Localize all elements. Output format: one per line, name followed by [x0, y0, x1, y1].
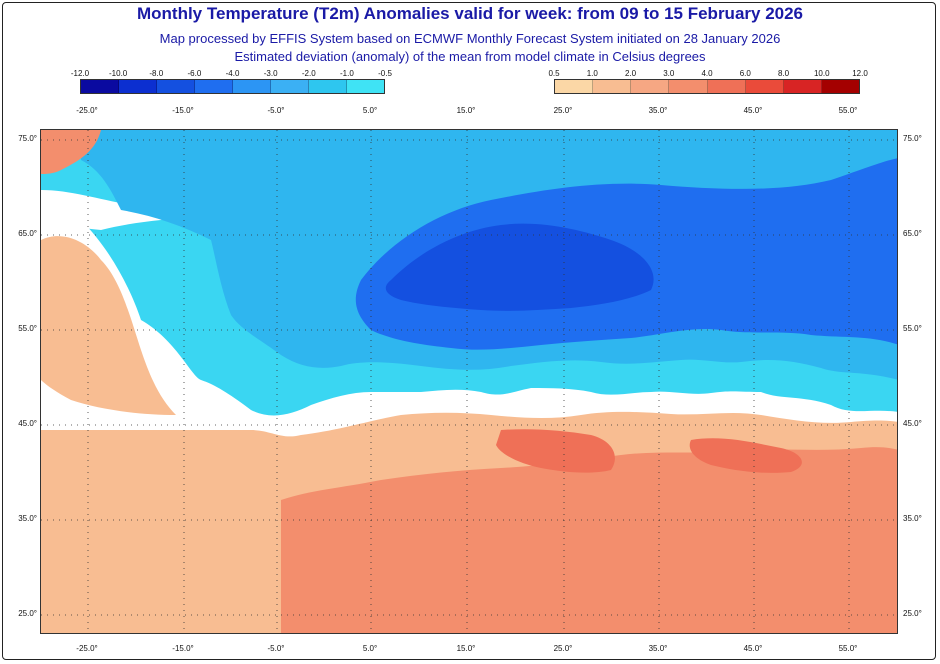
latitude-label: 45.0° [18, 419, 37, 428]
colorbar-warm-tick-label: 4.0 [701, 69, 713, 78]
longitude-label: 25.0° [553, 644, 573, 653]
longitude-label: 45.0° [743, 644, 763, 653]
colorbar-cold-swatch [195, 80, 233, 93]
longitude-label: 55.0° [838, 106, 858, 115]
colorbar-cold-tick-label: -4.0 [225, 69, 240, 78]
longitude-label: 15.0° [456, 644, 476, 653]
colorbar-warm-tick-label: 6.0 [739, 69, 751, 78]
colorbar-warm-tick-label: 0.5 [548, 69, 560, 78]
longitude-label: 15.0° [456, 106, 476, 115]
colorbar-warm-swatch [783, 80, 822, 93]
longitude-label: -25.0° [76, 644, 98, 653]
anomaly-map [40, 129, 898, 634]
longitude-label: -5.0° [267, 106, 285, 115]
colorbar-cold-tick-label: -12.0 [70, 69, 90, 78]
colorbar-warm: 0.5 1.0 2.0 3.0 4.0 6.0 8.0 10.0 12.0 [548, 69, 868, 103]
colorbar-warm-swatch [669, 80, 708, 93]
colorbar-cold-swatch [119, 80, 157, 93]
colorbar-cold-swatch [347, 80, 384, 93]
anomaly-region-warm-atlantic [41, 236, 176, 415]
latitude-label: 25.0° [18, 609, 37, 618]
longitude-label: -5.0° [267, 644, 285, 653]
latitude-label: 65.0° [903, 229, 922, 238]
colorbar-warm-swatch [707, 80, 746, 93]
colorbar-warm-tick-label: 2.0 [624, 69, 637, 78]
latitude-label: 75.0° [903, 134, 922, 143]
longitude-label: -25.0° [76, 106, 98, 115]
longitude-label: 45.0° [743, 106, 763, 115]
longitude-label: 35.0° [648, 106, 668, 115]
map-title: Monthly Temperature (T2m) Anomalies vali… [136, 4, 804, 23]
colorbar-cold-tick-label: -8.0 [149, 69, 164, 78]
colorbar-warm-swatch [555, 80, 594, 93]
colorbar-warm-tick-label: 3.0 [663, 69, 675, 78]
latitude-label: 35.0° [18, 514, 37, 523]
map-subtitle-units: Estimated deviation (anomaly) of the mea… [234, 49, 706, 64]
anomaly-region-cold-deep [385, 223, 654, 311]
longitude-label: -15.0° [172, 106, 194, 115]
latitude-label: 65.0° [18, 229, 37, 238]
latitude-label: 55.0° [18, 324, 37, 333]
colorbar-warm-swatch [821, 80, 859, 93]
map-subtitle-source: Map processed by EFFIS System based on E… [159, 31, 781, 46]
colorbar-warm-swatch [631, 80, 670, 93]
colorbar-cold-tick-label: -6.0 [187, 69, 202, 78]
colorbar-warm-tick-label: 8.0 [777, 69, 790, 78]
latitude-label: 35.0° [903, 514, 922, 523]
colorbar-cold-swatch [309, 80, 347, 93]
colorbar-cold-swatch [81, 80, 119, 93]
longitude-label: 25.0° [553, 106, 573, 115]
colorbar-cold-tick-label: -10.0 [109, 69, 128, 78]
latitude-label: 45.0° [903, 419, 922, 428]
latitude-label: 55.0° [903, 324, 922, 333]
colorbar-warm-tick-label: 10.0 [813, 69, 830, 78]
colorbar-warm-tick-label: 1.0 [586, 69, 598, 78]
latitude-label: 25.0° [903, 609, 922, 618]
longitude-label: 55.0° [838, 644, 858, 653]
colorbar-cold-swatch [233, 80, 271, 93]
colorbar-warm-swatch [745, 80, 784, 93]
latitude-label: 75.0° [18, 134, 37, 143]
colorbar-warm-swatch [593, 80, 632, 93]
longitude-label: -15.0° [172, 644, 194, 653]
anomaly-region-warm-coral [281, 447, 897, 633]
graticule-lines [41, 130, 897, 633]
colorbar-cold: -12.0 -10.0 -8.0 -6.0 -4.0 -3.0 -2.0 -1.0 -0.5 [71, 69, 392, 103]
longitude-label: 5.0° [362, 106, 378, 115]
anomaly-region-warm-greenland [41, 130, 101, 174]
longitude-label: 5.0° [362, 644, 378, 653]
colorbar-cold-tick-label: -1.0 [339, 69, 354, 78]
colorbar-warm-tick-label: 12.0 [852, 69, 868, 78]
colorbar-cold-tick-label: -3.0 [263, 69, 278, 78]
colorbar-cold-swatch [157, 80, 195, 93]
anomaly-region-warm-red [496, 429, 802, 473]
colorbar-cold-swatch [271, 80, 309, 93]
colorbar-cold-tick-label: -0.5 [378, 69, 392, 78]
map-canvas [41, 130, 897, 633]
colorbar-cold-tick-label: -2.0 [301, 69, 316, 78]
longitude-label: 35.0° [648, 644, 668, 653]
